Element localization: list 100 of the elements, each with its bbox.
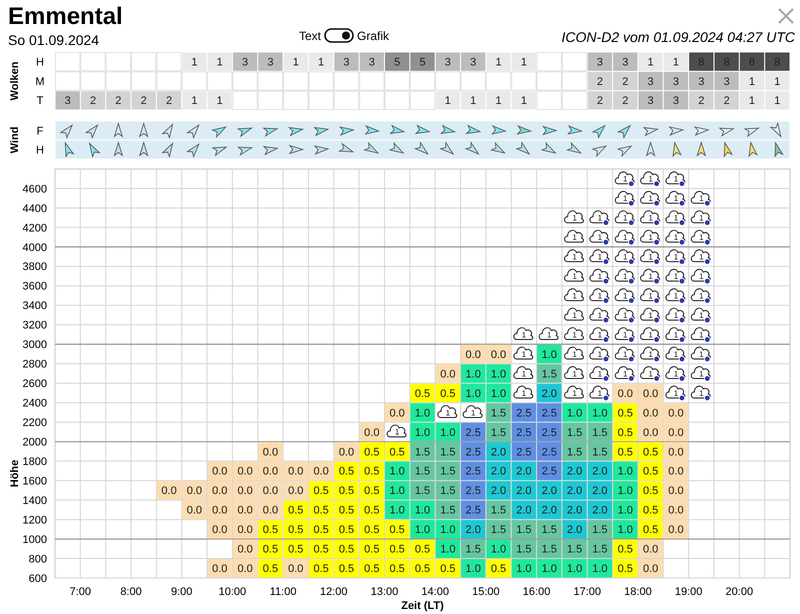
data-label: 1.5 <box>490 524 506 536</box>
text: 1 <box>648 232 653 242</box>
data-label: 0.5 <box>364 466 380 478</box>
data-label: 0.0 <box>262 504 278 517</box>
data-label: 1.5 <box>490 426 506 439</box>
data-label: 0.5 <box>440 388 456 400</box>
y-tick-label: 4000 <box>22 242 47 254</box>
data-label: 1.0 <box>566 407 582 420</box>
text: 1 <box>572 232 577 242</box>
text: Text <box>298 29 322 43</box>
data-label: 1.0 <box>618 524 633 536</box>
data-label: 0.5 <box>618 426 633 439</box>
data-label: 1 <box>495 56 502 69</box>
data-label: 0.5 <box>364 524 380 536</box>
text: 1 <box>699 213 704 222</box>
x-tick-label: 14:00 <box>421 586 449 598</box>
data-label: 1 <box>216 56 223 69</box>
text: 1 <box>572 291 577 300</box>
data-label: 1.5 <box>490 407 506 420</box>
data-label: 3 <box>368 56 375 69</box>
data-label: 2.0 <box>566 485 582 498</box>
x-tick-label: 12:00 <box>320 586 348 598</box>
y-tick-label: 1000 <box>22 534 47 546</box>
data-label: 0.5 <box>338 504 354 517</box>
data-label: 0.0 <box>642 426 658 439</box>
data-label: 0.5 <box>642 504 658 517</box>
data-label: 1.5 <box>516 524 532 536</box>
text: 1 <box>648 213 653 222</box>
data-label: 2.5 <box>466 485 481 498</box>
text: Wind <box>9 126 21 154</box>
x-tick-label: 11:00 <box>270 586 296 598</box>
data-label: 3 <box>724 76 730 88</box>
data-label: 0.5 <box>618 446 633 458</box>
data-label: 0.0 <box>668 485 684 498</box>
data-label: 0.5 <box>618 407 633 420</box>
data-label: 2 <box>166 95 172 108</box>
data-label: 0.0 <box>262 466 278 478</box>
text: 1 <box>623 350 628 359</box>
text: 1 <box>674 213 678 222</box>
data-label: 3 <box>672 76 680 88</box>
data-label: 0.0 <box>642 388 658 400</box>
data-label: 1 <box>191 56 198 69</box>
data-label: 3 <box>672 95 680 108</box>
data-label: 0.5 <box>390 524 405 536</box>
data-label: 2 <box>698 95 704 108</box>
data-label: 0.0 <box>642 563 658 576</box>
data-label: 0.0 <box>668 524 684 536</box>
text: 1 <box>699 252 704 262</box>
y-tick-label: H <box>36 56 44 69</box>
data-label: 1.0 <box>414 524 430 536</box>
data-label: 0.5 <box>364 504 380 517</box>
data-label: 1 <box>191 95 198 108</box>
text: 1 <box>598 350 602 359</box>
data-label: 1.0 <box>414 426 430 439</box>
text: 1 <box>674 388 678 398</box>
data-label: 2 <box>596 95 603 108</box>
data-label: 3 <box>698 76 704 88</box>
x-tick-label: 19:00 <box>674 586 702 598</box>
y-tick-label: 600 <box>28 572 47 585</box>
data-label: 1.0 <box>466 563 481 576</box>
x-tick-label: 15:00 <box>472 586 500 598</box>
y-tick-label: 2800 <box>22 358 47 371</box>
chart-title: Emmental <box>8 3 123 30</box>
text: 1 <box>674 194 678 204</box>
data-label: 1.0 <box>592 407 608 420</box>
text: 1 <box>648 310 653 320</box>
data-label: 1 <box>444 95 451 108</box>
data-label: 0.5 <box>440 563 456 576</box>
data-label: 2.5 <box>466 446 481 458</box>
data-label: 3 <box>648 76 654 88</box>
chart-subtitle: So 01.09.2024 <box>8 32 100 48</box>
data-label: 1.5 <box>542 524 557 536</box>
data-label: 1 <box>520 95 527 108</box>
text: 1 <box>699 194 704 204</box>
data-label: 3 <box>622 56 628 69</box>
x-tick-label: 10:00 <box>218 586 246 598</box>
data-label: 1.5 <box>516 544 532 556</box>
data-label: 1 <box>748 76 756 88</box>
data-label: 2.0 <box>490 466 506 478</box>
data-label: 2.0 <box>466 524 481 536</box>
data-label: 2 <box>140 95 147 108</box>
data-label: 0.0 <box>338 446 354 458</box>
data-label: 1.0 <box>566 563 582 576</box>
y-tick-label: 1600 <box>22 475 47 488</box>
text: 1 <box>699 369 704 378</box>
data-label: 0.5 <box>338 563 354 576</box>
data-label: 1.5 <box>592 544 608 556</box>
data-label: 0.5 <box>642 485 658 498</box>
data-label: 1 <box>648 56 654 69</box>
text: 1 <box>674 350 678 359</box>
text: 1 <box>674 291 678 300</box>
text: 1 <box>623 330 628 340</box>
data-label: 1.5 <box>440 485 456 498</box>
y-tick-label: 3000 <box>22 339 47 352</box>
text: 1 <box>598 213 602 222</box>
text: 1 <box>699 272 704 281</box>
data-label: 1.5 <box>490 504 506 517</box>
data-label: 1 <box>520 56 527 69</box>
data-label: 0.5 <box>338 466 354 478</box>
data-label: 0.0 <box>212 504 228 517</box>
